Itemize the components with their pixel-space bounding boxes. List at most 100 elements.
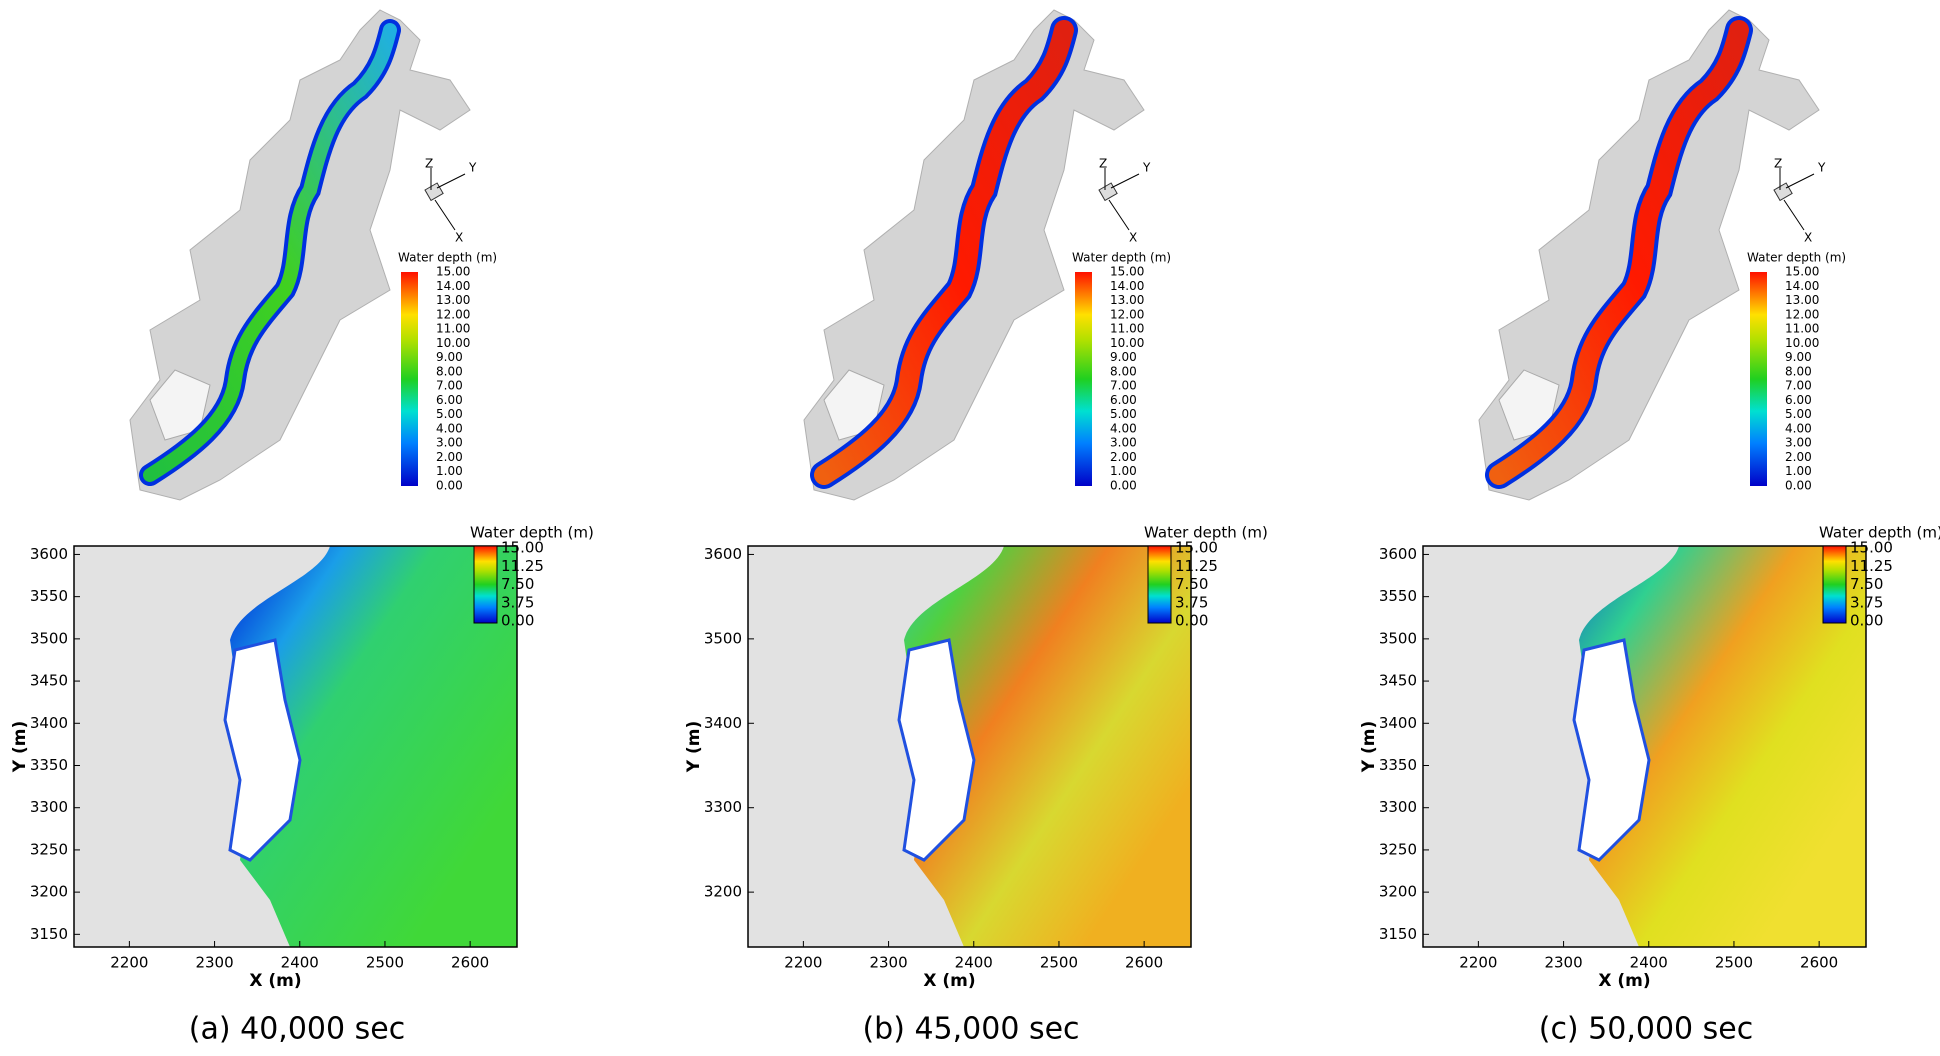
legend-label: 5.00	[1110, 407, 1137, 421]
legend-label: 11.25	[1850, 557, 1893, 575]
legend-label: 15.00	[1785, 265, 1819, 279]
colorbar	[1147, 545, 1172, 624]
legend-label: 11.00	[436, 322, 470, 336]
y-tick-label: 3600	[704, 545, 742, 563]
y-tick-label: 3250	[30, 840, 68, 858]
legend-label: 0.00	[1785, 479, 1812, 493]
legend-label: 3.75	[501, 593, 534, 611]
legend-label: 3.00	[1110, 436, 1137, 450]
y-tick-label: 3250	[1379, 840, 1417, 858]
y-tick-label: 3200	[704, 883, 742, 901]
legend-label: 6.00	[436, 393, 463, 407]
legend-label: 13.00	[1110, 293, 1144, 307]
land-mesh	[74, 546, 330, 947]
legend-label: 14.00	[1110, 279, 1144, 293]
legend-title: Water depth (m)	[1144, 524, 1268, 542]
legend-label: 7.00	[1785, 379, 1812, 393]
legend-label: 1.00	[436, 464, 463, 478]
triad-label: X	[1129, 231, 1137, 245]
y-axis-label: Y (m)	[10, 721, 30, 773]
legend-label: 15.00	[501, 539, 544, 557]
legend-label: 10.00	[1110, 336, 1144, 350]
legend-label: 5.00	[1785, 407, 1812, 421]
legend-label: 0.00	[1175, 612, 1208, 630]
legend-label: 7.00	[436, 379, 463, 393]
legend-label: 8.00	[1110, 364, 1137, 378]
triad-axis	[434, 199, 456, 231]
axes-frame	[73, 545, 518, 948]
triad-cube	[1098, 182, 1118, 202]
y-tick-label: 3400	[30, 714, 68, 732]
triad-axis	[1110, 173, 1140, 189]
legend-label: 11.00	[1785, 322, 1819, 336]
terrain-shade	[823, 369, 885, 441]
y-tick-label: 3400	[1379, 714, 1417, 732]
legend-label: 8.00	[436, 364, 463, 378]
legend-label: 2.00	[1110, 450, 1137, 464]
terrain-shade	[1498, 369, 1560, 441]
legend-label: 15.00	[436, 265, 470, 279]
colorbar	[401, 272, 418, 486]
x-tick-label: 2600	[451, 954, 489, 972]
y-tick-label: 3350	[1379, 756, 1417, 774]
legend-label: 3.00	[436, 436, 463, 450]
x-axis-label: X (m)	[923, 971, 975, 991]
y-tick-label: 3300	[704, 798, 742, 816]
legend-label: 9.00	[1110, 350, 1137, 364]
x-tick-label: 2400	[1630, 954, 1668, 972]
triad-label: Z	[1774, 157, 1782, 171]
legend-label: 2.00	[436, 450, 463, 464]
x-tick-label: 2200	[784, 954, 822, 972]
y-tick-label: 3600	[1379, 545, 1417, 563]
terrain-shade	[149, 369, 211, 441]
x-tick-label: 2400	[955, 954, 993, 972]
colorbar	[1750, 272, 1767, 486]
legend-label: 7.50	[1175, 575, 1208, 593]
river	[143, 23, 397, 482]
legend-label: 14.00	[436, 279, 470, 293]
triad-label: X	[1804, 231, 1812, 245]
legend-label: 9.00	[1785, 350, 1812, 364]
legend-label: 5.00	[436, 407, 463, 421]
legend-label: 15.00	[1850, 539, 1893, 557]
legend-label: 10.00	[436, 336, 470, 350]
legend-label: 3.00	[1785, 436, 1812, 450]
triad-label: Z	[425, 157, 433, 171]
x-tick-label: 2600	[1125, 954, 1163, 972]
x-tick-label: 2200	[110, 954, 148, 972]
x-tick-label: 2300	[869, 954, 907, 972]
legend-label: 12.00	[1785, 307, 1819, 321]
y-tick-label: 3550	[30, 587, 68, 605]
axes-frame	[1422, 545, 1867, 948]
land-mesh	[1423, 546, 1679, 947]
legend-label: 8.00	[1785, 364, 1812, 378]
legend-label: 11.25	[1175, 557, 1218, 575]
legend-label: 11.00	[1110, 322, 1144, 336]
y-axis-label: Y (m)	[684, 721, 704, 773]
x-tick-label: 2300	[195, 954, 233, 972]
x-tick-label: 2200	[1459, 954, 1497, 972]
caption: (c) 50,000 sec	[1539, 1012, 1754, 1047]
legend-label: 3.75	[1850, 593, 1883, 611]
triad-cube	[424, 182, 444, 202]
city-blocks	[223, 638, 302, 862]
y-tick-label: 3200	[1379, 883, 1417, 901]
x-tick-label: 2500	[1715, 954, 1753, 972]
legend-label: 13.00	[436, 293, 470, 307]
x-tick-label: 2600	[1800, 954, 1838, 972]
legend-label: 13.00	[1785, 293, 1819, 307]
legend-label: 4.00	[1110, 421, 1137, 435]
legend-label: 12.00	[1110, 307, 1144, 321]
x-axis-label: X (m)	[249, 971, 301, 991]
y-tick-label: 3450	[1379, 672, 1417, 690]
y-tick-label: 3500	[30, 629, 68, 647]
legend-label: 3.75	[1175, 593, 1208, 611]
caption: (b) 45,000 sec	[862, 1012, 1079, 1047]
legend-label: 6.00	[1110, 393, 1137, 407]
triad-label: Y	[1817, 161, 1826, 175]
city-blocks	[1572, 638, 1651, 862]
triad-label: X	[455, 231, 463, 245]
legend-label: 0.00	[1850, 612, 1883, 630]
